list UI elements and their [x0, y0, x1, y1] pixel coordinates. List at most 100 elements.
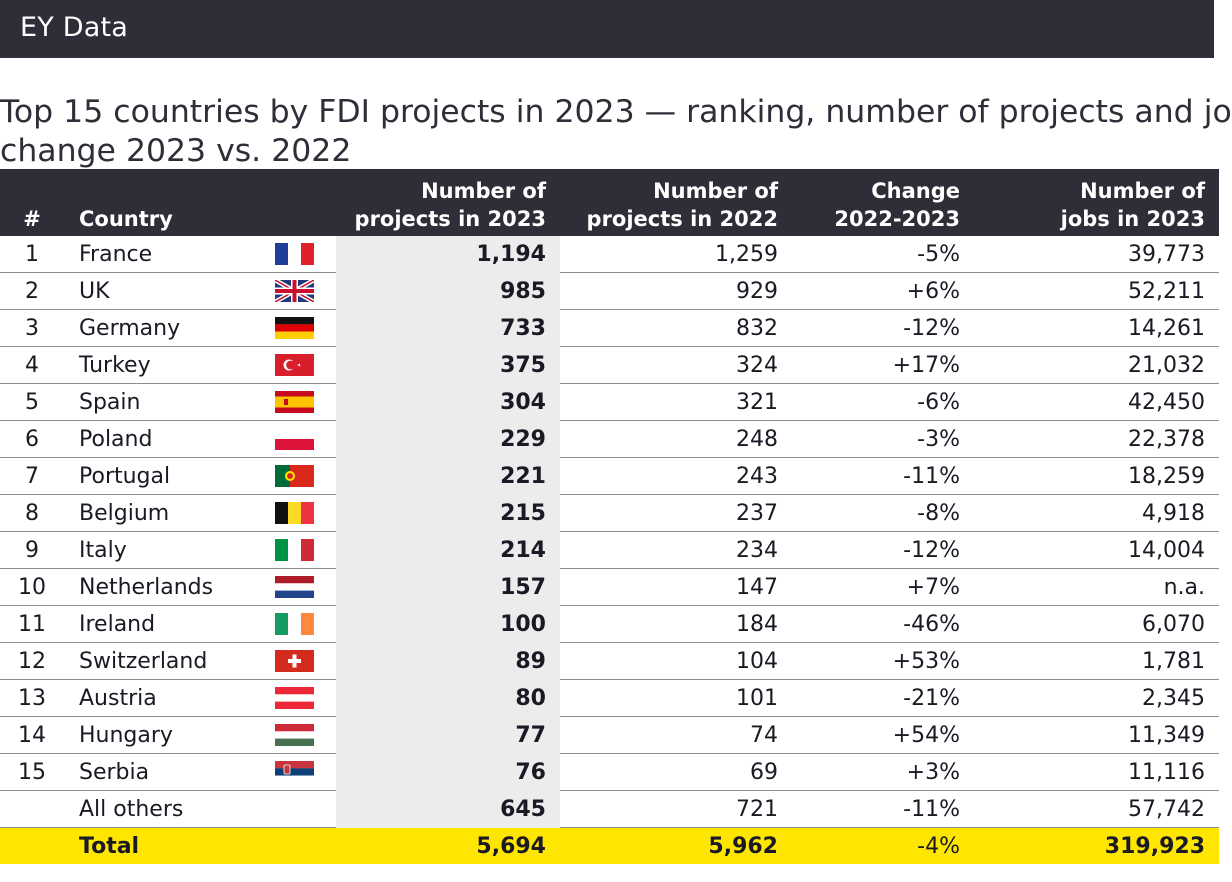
top-bar: EY Data — [0, 0, 1214, 58]
table-row: 6 Poland 229 248 -3% 22,378 — [0, 421, 1219, 458]
table-row: 15 Serbia 76 69 +3% 11,116 — [0, 754, 1219, 791]
ireland-flag-icon — [275, 613, 314, 635]
projects-2023-highlight — [336, 347, 560, 384]
header-projects-2023-line-1: Number of — [421, 179, 546, 203]
table-header: # Country Number of projects in 2023 Num… — [0, 169, 1219, 236]
projects-2023-cell: 221 — [500, 464, 546, 489]
country-cell: Ireland — [79, 612, 156, 637]
change-cell: -12% — [903, 316, 960, 341]
rank-cell: 7 — [25, 464, 39, 489]
jobs-2023-cell: 11,116 — [1128, 760, 1205, 785]
rank-cell: 11 — [18, 612, 46, 637]
country-cell: Switzerland — [79, 649, 208, 674]
header-projects-2022-line-1: Number of — [653, 179, 778, 203]
italy-flag-icon — [275, 539, 314, 561]
country-cell: Germany — [79, 316, 181, 341]
header-projects-2022: Number of projects in 2022 — [560, 177, 778, 233]
change-cell: -11% — [903, 464, 960, 489]
header-jobs-2023-line-2: jobs in 2023 — [1060, 207, 1205, 231]
projects-2023-highlight — [336, 458, 560, 495]
rank-cell: 15 — [18, 760, 46, 785]
rank-cell: 3 — [25, 316, 39, 341]
table-row: 13 Austria 80 101 -21% 2,345 — [0, 680, 1219, 717]
rank-cell: 13 — [18, 686, 46, 711]
austria-flag-icon — [275, 687, 314, 709]
country-cell: Serbia — [79, 760, 150, 785]
country-cell: Poland — [79, 427, 153, 452]
projects-2023-highlight — [336, 384, 560, 421]
projects-2022-cell: 184 — [736, 612, 778, 637]
header-rank: # — [23, 207, 41, 231]
switzerland-flag-icon — [275, 650, 314, 672]
header-change: Change 2022-2023 — [778, 177, 960, 233]
projects-2022-cell: 929 — [736, 279, 778, 304]
jobs-2023-cell: 11,349 — [1128, 723, 1205, 748]
rank-cell: 6 — [25, 427, 39, 452]
projects-2023-highlight — [336, 569, 560, 606]
jobs-2023-cell: 14,004 — [1128, 538, 1205, 563]
table-row: 9 Italy 214 234 -12% 14,004 — [0, 532, 1219, 569]
change-cell: -11% — [903, 797, 960, 822]
projects-2023-highlight — [336, 791, 560, 828]
jobs-2023-cell: 18,259 — [1128, 464, 1205, 489]
jobs-2023-cell: 39,773 — [1128, 242, 1205, 267]
table-row: 11 Ireland 100 184 -46% 6,070 — [0, 606, 1219, 643]
title-line-2: change 2023 vs. 2022 — [0, 133, 352, 170]
jobs-2023-cell: n.a. — [1163, 575, 1205, 600]
rank-cell: 8 — [25, 501, 39, 526]
change-cell: -8% — [917, 501, 960, 526]
table-body: 1 France 1,194 1,259 -5% 39,773 2 UK 985 929 +6% 52… — [0, 236, 1219, 828]
projects-2023-cell: 89 — [515, 649, 546, 674]
rank-cell: 5 — [25, 390, 39, 415]
table-row: 8 Belgium 215 237 -8% 4,918 — [0, 495, 1219, 532]
table-row: 3 Germany 733 832 -12% 14,261 — [0, 310, 1219, 347]
projects-2023-cell: 985 — [500, 279, 546, 304]
rank-cell: 9 — [25, 538, 39, 563]
country-cell: All others — [79, 797, 184, 822]
projects-2023-highlight — [336, 532, 560, 569]
total-jobs-2023: 319,923 — [1104, 834, 1205, 859]
rank-cell: 4 — [25, 353, 39, 378]
header-jobs-2023-line-1: Number of — [1080, 179, 1205, 203]
table-row: 12 Switzerland 89 104 +53% 1,781 — [0, 643, 1219, 680]
change-cell: +3% — [906, 760, 960, 785]
fdi-table: # Country Number of projects in 2023 Num… — [0, 169, 1219, 864]
total-projects-2022: 5,962 — [708, 834, 778, 859]
table-row: 10 Netherlands 157 147 +7% n.a. — [0, 569, 1219, 606]
change-cell: +6% — [906, 279, 960, 304]
projects-2023-highlight — [336, 680, 560, 717]
projects-2023-highlight — [336, 421, 560, 458]
jobs-2023-cell: 2,345 — [1142, 686, 1205, 711]
projects-2023-highlight — [336, 495, 560, 532]
projects-2023-cell: 100 — [500, 612, 546, 637]
projects-2022-cell: 101 — [736, 686, 778, 711]
header-jobs-2023: Number of jobs in 2023 — [960, 177, 1205, 233]
projects-2022-cell: 74 — [750, 723, 778, 748]
jobs-2023-cell: 1,781 — [1142, 649, 1205, 674]
brand-label: EY Data — [20, 12, 129, 43]
table-row: 1 France 1,194 1,259 -5% 39,773 — [0, 236, 1219, 273]
change-cell: +7% — [906, 575, 960, 600]
change-cell: -46% — [903, 612, 960, 637]
total-row: Total 5,694 5,962 -4% 319,923 — [0, 828, 1219, 864]
projects-2022-cell: 237 — [736, 501, 778, 526]
projects-2023-highlight — [336, 310, 560, 347]
table-row: All others 645 721 -11% 57,742 — [0, 791, 1219, 828]
change-cell: -6% — [917, 390, 960, 415]
serbia-flag-icon — [275, 761, 314, 783]
projects-2023-cell: 77 — [515, 723, 546, 748]
projects-2023-highlight — [336, 273, 560, 310]
change-cell: +17% — [892, 353, 960, 378]
country-cell: UK — [79, 279, 110, 304]
change-cell: +54% — [892, 723, 960, 748]
change-cell: -3% — [917, 427, 960, 452]
country-cell: Portugal — [79, 464, 171, 489]
turkey-flag-icon — [275, 354, 314, 376]
projects-2023-cell: 215 — [500, 501, 546, 526]
table-row: 14 Hungary 77 74 +54% 11,349 — [0, 717, 1219, 754]
page-title: Top 15 countries by FDI projects in 2023… — [0, 93, 1232, 171]
change-cell: -12% — [903, 538, 960, 563]
projects-2022-cell: 104 — [736, 649, 778, 674]
projects-2023-cell: 157 — [500, 575, 546, 600]
header-country: Country — [79, 207, 173, 231]
